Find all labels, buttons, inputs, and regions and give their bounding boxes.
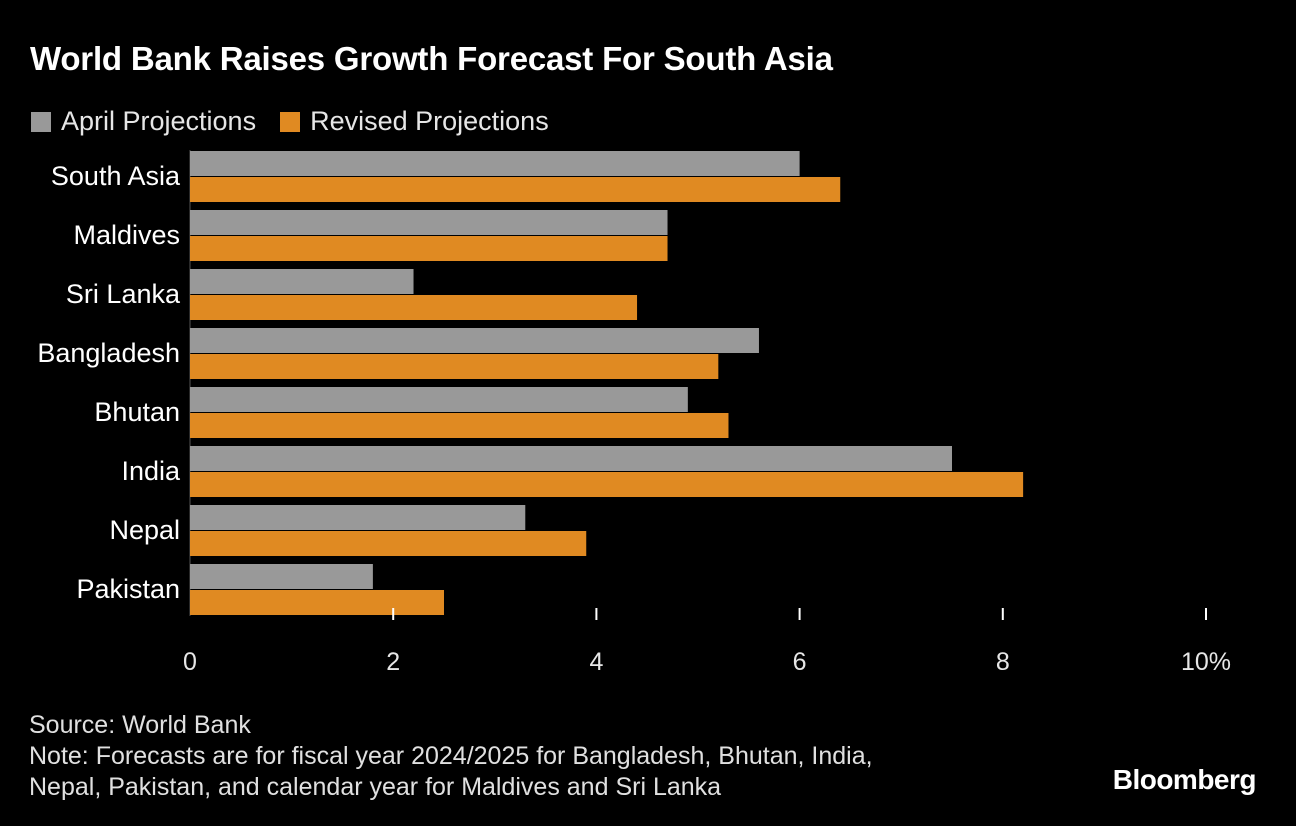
bar-revised-south-asia xyxy=(190,177,841,202)
bar-april-maldives xyxy=(190,210,668,235)
category-label-india: India xyxy=(121,456,181,486)
bar-revised-india xyxy=(190,472,1024,497)
bar-revised-nepal xyxy=(190,531,587,556)
bar-april-bhutan xyxy=(190,387,688,412)
legend-label-revised: Revised Projections xyxy=(310,106,549,136)
bar-april-nepal xyxy=(190,505,526,530)
bar-revised-sri-lanka xyxy=(190,295,638,320)
bar-chart: South Asia Maldives Sri Lanka Bangladesh Bhu… xyxy=(37,150,1231,676)
chart-title: World Bank Raises Growth Forecast For So… xyxy=(30,40,833,77)
bar-april-sri-lanka xyxy=(190,269,414,294)
x-tick-label-6: 6 xyxy=(793,648,807,676)
category-label-maldives: Maldives xyxy=(73,220,180,250)
bar-revised-pakistan xyxy=(190,590,444,615)
legend-item-april: April Projections xyxy=(31,106,256,137)
category-label-bhutan: Bhutan xyxy=(94,397,180,427)
bloomberg-logo: Bloomberg xyxy=(1112,764,1257,795)
footer: Source: World Bank Note: Forecasts are f… xyxy=(29,710,873,803)
legend-label-april: April Projections xyxy=(61,106,257,136)
category-label-bangladesh: Bangladesh xyxy=(37,338,180,368)
bar-april-bangladesh xyxy=(190,328,759,353)
legend-swatch-revised xyxy=(280,111,301,132)
x-tick-label-10: 10% xyxy=(1181,648,1231,676)
legend: April Projections Revised Projections xyxy=(31,106,573,137)
category-label-sri-lanka: Sri Lanka xyxy=(66,279,181,309)
note-text-line-1: Note: Forecasts are for fiscal year 2024… xyxy=(29,742,873,770)
category-label-nepal: Nepal xyxy=(109,515,180,545)
category-label-pakistan: Pakistan xyxy=(76,574,180,604)
bar-revised-bangladesh xyxy=(190,354,719,379)
note-text-line-2: Nepal, Pakistan, and calendar year for M… xyxy=(29,773,722,801)
bar-revised-maldives xyxy=(190,236,668,261)
bar-april-india xyxy=(190,446,952,471)
source-text: Source: World Bank xyxy=(29,711,251,739)
legend-item-revised: Revised Projections xyxy=(280,106,549,137)
bar-april-south-asia xyxy=(190,151,800,176)
x-tick-label-2: 2 xyxy=(386,648,400,676)
legend-swatch-april xyxy=(31,111,51,132)
x-tick-label-0: 0 xyxy=(183,648,197,676)
category-label-south-asia: South Asia xyxy=(51,161,181,191)
bar-revised-bhutan xyxy=(190,413,729,438)
x-tick-label-4: 4 xyxy=(589,648,603,676)
bar-april-pakistan xyxy=(190,564,373,589)
x-tick-label-8: 8 xyxy=(996,648,1010,676)
